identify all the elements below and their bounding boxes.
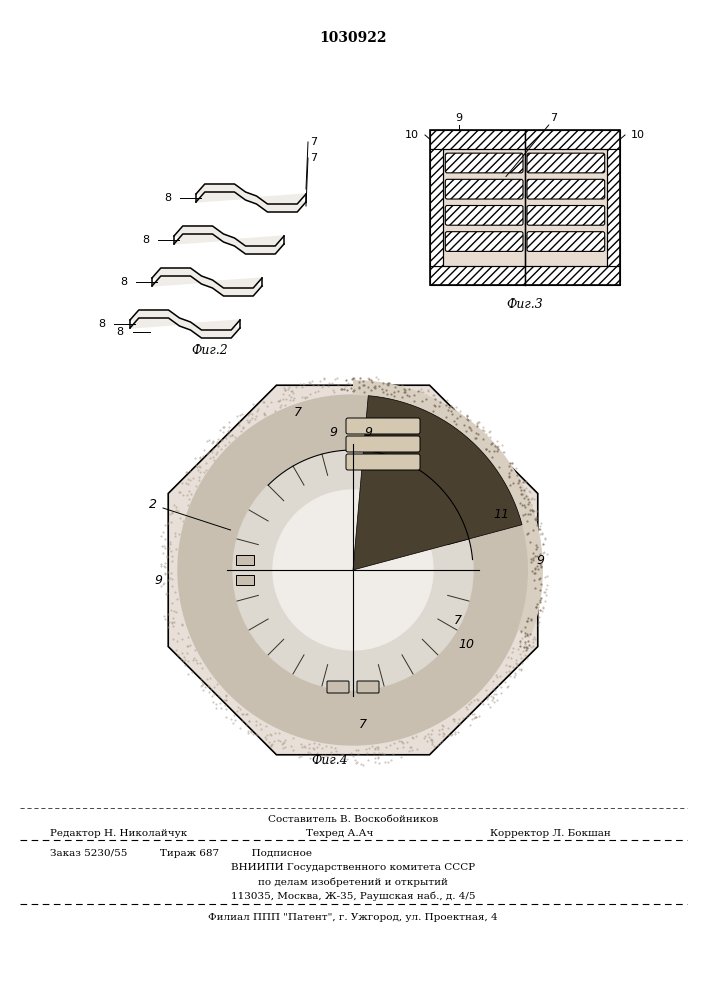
FancyBboxPatch shape bbox=[527, 206, 604, 225]
Polygon shape bbox=[130, 310, 240, 338]
Text: 7: 7 bbox=[359, 718, 367, 732]
Bar bbox=[430, 130, 620, 285]
Text: 10: 10 bbox=[631, 130, 645, 140]
FancyBboxPatch shape bbox=[527, 232, 604, 251]
Text: Техред А.Ач: Техред А.Ач bbox=[306, 828, 374, 838]
Text: 8: 8 bbox=[142, 235, 150, 245]
Text: 8: 8 bbox=[98, 319, 105, 329]
Text: 9: 9 bbox=[154, 574, 162, 586]
FancyBboxPatch shape bbox=[445, 232, 523, 251]
FancyBboxPatch shape bbox=[346, 454, 420, 470]
Polygon shape bbox=[353, 380, 543, 635]
Text: Фиг.4: Фиг.4 bbox=[312, 754, 349, 766]
Bar bbox=[430, 266, 525, 285]
FancyBboxPatch shape bbox=[445, 206, 523, 225]
Bar bbox=[236, 575, 254, 585]
FancyBboxPatch shape bbox=[527, 179, 604, 199]
Text: 7: 7 bbox=[310, 153, 317, 163]
Text: 9: 9 bbox=[455, 113, 462, 123]
Text: 9: 9 bbox=[364, 426, 372, 438]
FancyBboxPatch shape bbox=[346, 436, 420, 452]
FancyBboxPatch shape bbox=[357, 681, 379, 693]
Bar bbox=[607, 149, 620, 266]
Text: 7: 7 bbox=[294, 406, 302, 418]
FancyBboxPatch shape bbox=[346, 418, 420, 434]
Text: Заказ 5230/55          Тираж 687          Подписное: Заказ 5230/55 Тираж 687 Подписное bbox=[50, 850, 312, 858]
Bar bbox=[236, 555, 254, 565]
Text: Корректор Л. Бокшан: Корректор Л. Бокшан bbox=[490, 828, 611, 838]
Text: Филиал ППП "Патент", г. Ужгород, ул. Проектная, 4: Филиал ППП "Патент", г. Ужгород, ул. Про… bbox=[208, 914, 498, 922]
Text: Фиг.3: Фиг.3 bbox=[507, 298, 544, 312]
Text: 8: 8 bbox=[165, 193, 172, 203]
Circle shape bbox=[273, 490, 433, 650]
Bar bbox=[525, 266, 620, 285]
Text: 7: 7 bbox=[454, 613, 462, 626]
Bar bbox=[525, 149, 607, 266]
Bar bbox=[525, 149, 607, 266]
Circle shape bbox=[178, 395, 528, 745]
Text: 9: 9 bbox=[536, 554, 544, 566]
Text: 8: 8 bbox=[117, 327, 124, 337]
FancyBboxPatch shape bbox=[527, 153, 604, 173]
Text: 7: 7 bbox=[310, 137, 317, 147]
FancyBboxPatch shape bbox=[445, 179, 523, 199]
FancyBboxPatch shape bbox=[327, 681, 349, 693]
Bar bbox=[430, 149, 443, 266]
Text: 2: 2 bbox=[149, 498, 157, 512]
Text: ВНИИПИ Государственного комитета СССР: ВНИИПИ Государственного комитета СССР bbox=[231, 863, 475, 872]
Polygon shape bbox=[196, 184, 306, 212]
Text: 10: 10 bbox=[459, 639, 474, 652]
Text: Составитель В. Воскобойников: Составитель В. Воскобойников bbox=[268, 816, 438, 824]
Circle shape bbox=[233, 450, 473, 690]
Polygon shape bbox=[174, 226, 284, 254]
Text: 113035, Москва, Ж-35, Раушская наб., д. 4/5: 113035, Москва, Ж-35, Раушская наб., д. … bbox=[230, 891, 475, 901]
Bar bbox=[525, 130, 620, 149]
Text: 9: 9 bbox=[329, 426, 337, 438]
Polygon shape bbox=[168, 385, 538, 755]
Polygon shape bbox=[353, 396, 522, 570]
Text: по делам изобретений и открытий: по делам изобретений и открытий bbox=[258, 877, 448, 887]
Text: Фиг.2: Фиг.2 bbox=[192, 344, 228, 357]
FancyBboxPatch shape bbox=[445, 153, 523, 173]
Bar bbox=[430, 130, 525, 149]
Text: 1030922: 1030922 bbox=[320, 31, 387, 45]
Text: Редактор Н. Николайчук: Редактор Н. Николайчук bbox=[50, 828, 187, 838]
Text: 7: 7 bbox=[550, 113, 557, 123]
Text: 8: 8 bbox=[120, 277, 127, 287]
Text: 11: 11 bbox=[493, 508, 510, 522]
Bar bbox=[443, 149, 525, 266]
Polygon shape bbox=[152, 268, 262, 296]
Text: 10: 10 bbox=[405, 130, 419, 140]
Bar bbox=[443, 149, 525, 266]
